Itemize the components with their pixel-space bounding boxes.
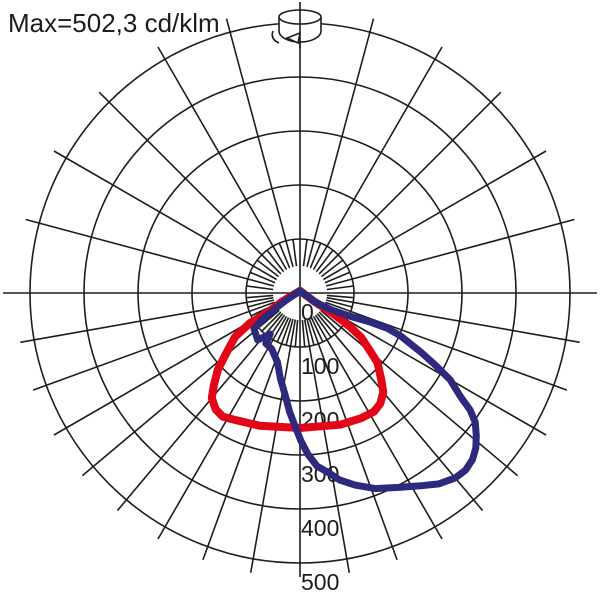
grid-line [326,294,354,299]
radial-scale-label-500: 500 [301,569,339,595]
grid-line [247,299,275,308]
grid-line [81,309,280,477]
grid-line [325,218,575,287]
grid-line [225,18,294,268]
grid-line [20,296,274,344]
grid-line [157,316,288,540]
grid-line [325,301,568,391]
grid-line [157,46,288,270]
grid-line [325,299,353,308]
intensity-curves [207,286,480,493]
red-curve [207,286,388,432]
grid-line [326,296,580,344]
grid-line [53,150,277,281]
grid-line [310,317,324,343]
grid-line [278,242,291,269]
grid-line [246,285,274,291]
grid-line [246,294,274,299]
grid-line [323,150,547,281]
grid-line [315,249,334,273]
grid-line [249,319,297,573]
radial-scale-label-0: 0 [301,299,314,325]
grid-line [312,46,443,270]
grid-line [320,309,519,477]
grid-line [249,271,276,284]
grid-line [314,314,332,338]
grid-line [292,239,298,267]
grid-line [324,271,351,284]
grid-line [318,311,339,332]
grid-line [25,218,275,287]
grid-line [312,316,443,540]
grid-line [308,318,398,561]
grid-line [320,259,344,278]
rotation-arrowhead [284,31,302,45]
grid-line [302,239,308,267]
grid-line [326,285,354,291]
grid-line [294,319,299,347]
grid-line [309,242,322,269]
grid-line [266,249,285,273]
grid-line [256,259,280,278]
radial-scale-label-100: 100 [301,353,339,379]
grid-line [261,311,282,332]
max-intensity-label: Max=502,3 cd/klm [8,8,220,38]
rotation-band-end-flap [271,30,280,44]
rotation-symmetry-icon [271,9,322,48]
blue-curve [250,287,480,493]
radial-scale-label-400: 400 [301,515,339,541]
grid-line [301,319,306,347]
grid-line [32,301,275,391]
grid-line [285,318,294,346]
grid-line [318,91,502,275]
grid-line [306,318,315,346]
grid-line [306,18,375,268]
grid-line [303,319,351,573]
grid-line [98,91,282,275]
grid-line [276,317,290,343]
grid-line [116,313,284,512]
grid-line [323,305,547,436]
